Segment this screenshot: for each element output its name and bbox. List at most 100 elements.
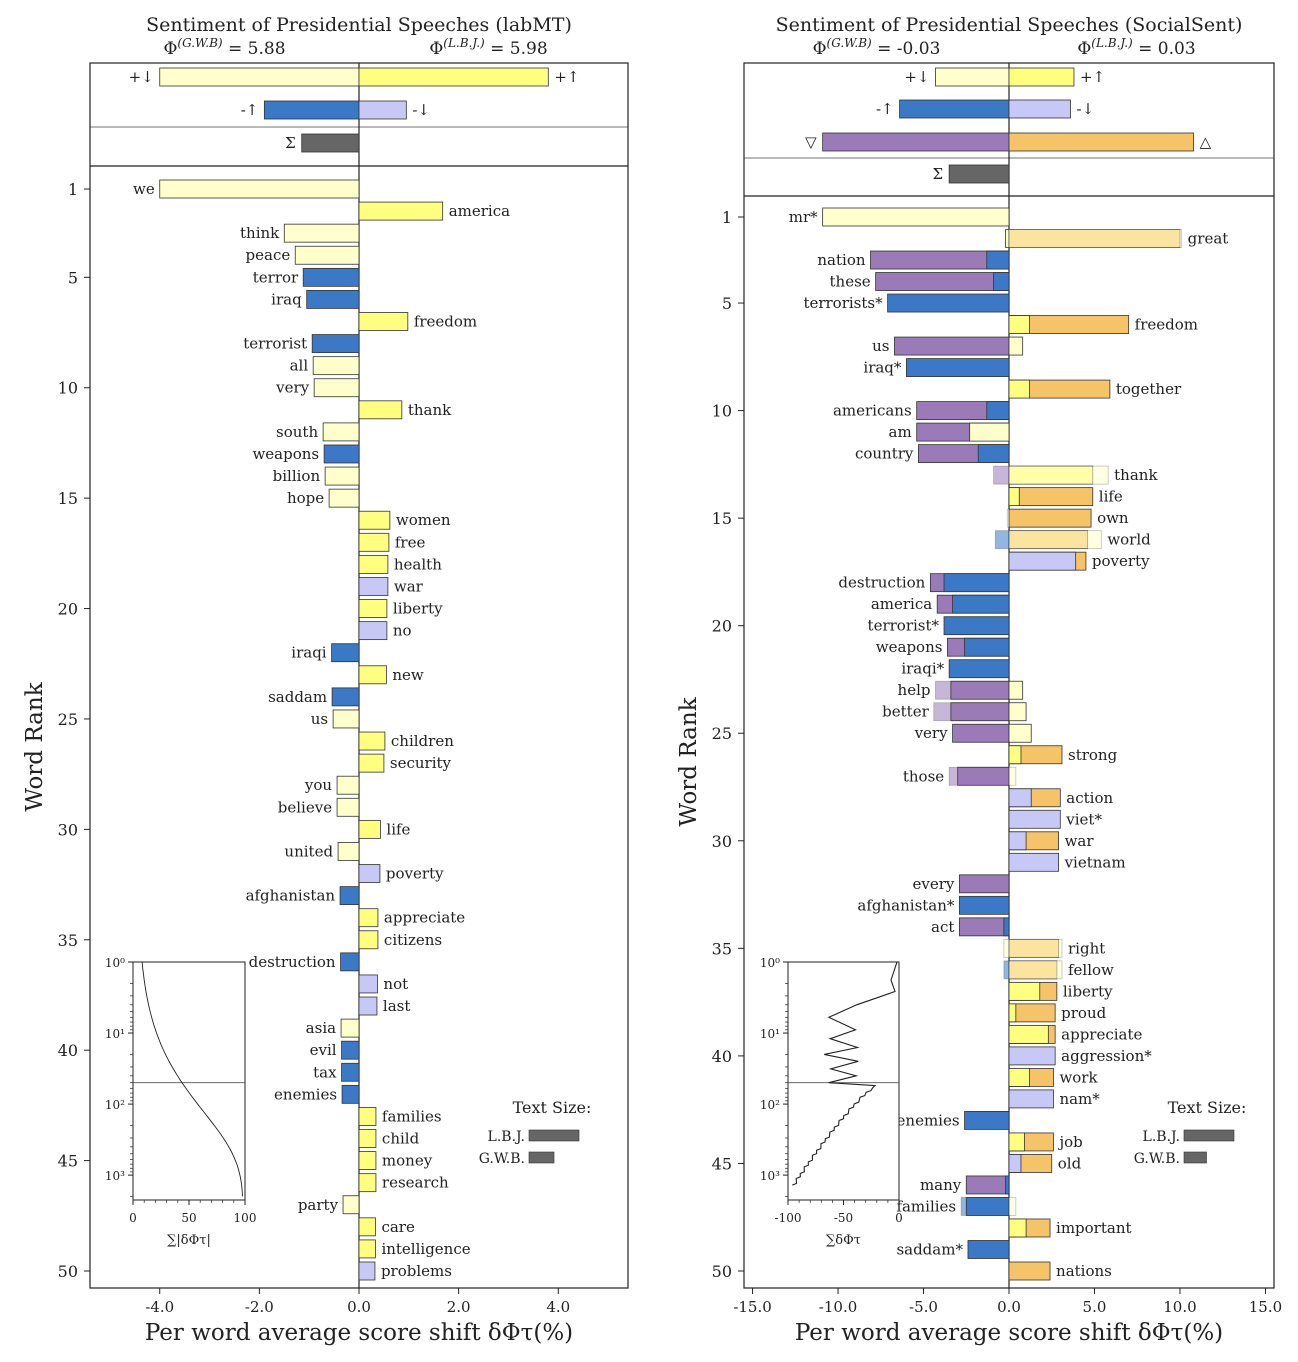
word-bar bbox=[358, 201, 444, 221]
word-bar bbox=[1008, 702, 1027, 722]
y-tick-label: 10 bbox=[712, 402, 732, 421]
x-tick-label: -15.0 bbox=[733, 1298, 771, 1316]
word-bar bbox=[887, 293, 1010, 313]
inset-x-tick-label: 100 bbox=[234, 1211, 257, 1225]
word-label: important bbox=[1056, 1219, 1131, 1237]
word-bar bbox=[331, 643, 360, 663]
word-bar bbox=[340, 952, 360, 972]
word-bar bbox=[358, 753, 385, 773]
text-size-comp-label: L.B.J. bbox=[1143, 1129, 1180, 1145]
y-axis-label: Word Rank bbox=[676, 696, 702, 826]
inset-y-tick-label: 10³ bbox=[105, 1169, 125, 1183]
text-size-ref-bar bbox=[528, 1151, 555, 1164]
word-bar bbox=[1005, 229, 1010, 248]
word-bar bbox=[312, 356, 360, 376]
y-tick-label: 35 bbox=[58, 931, 78, 950]
word-label: nations bbox=[1056, 1262, 1112, 1280]
x-tick-label: 0.0 bbox=[997, 1298, 1021, 1316]
word-label: appreciate bbox=[1061, 1025, 1142, 1043]
text-size-ref-label: G.W.B. bbox=[479, 1151, 525, 1167]
x-tick-label: 5.0 bbox=[1083, 1298, 1107, 1316]
word-label: fellow bbox=[1068, 961, 1114, 979]
word-bar bbox=[959, 874, 1010, 894]
inset-frame bbox=[132, 961, 246, 1201]
word-bar bbox=[1005, 1175, 1010, 1195]
x-tick-label: -5.0 bbox=[909, 1298, 938, 1316]
word-label: peace bbox=[246, 246, 291, 264]
word-label: life bbox=[1099, 488, 1123, 506]
word-bar bbox=[306, 290, 360, 309]
summary-bar bbox=[948, 164, 1010, 184]
y-tick-label: 45 bbox=[712, 1154, 732, 1173]
word-bar bbox=[986, 401, 1010, 420]
word-label: mr* bbox=[789, 208, 818, 226]
word-label: destruction bbox=[838, 574, 925, 592]
word-bar bbox=[1008, 1024, 1049, 1044]
word-label: all bbox=[290, 357, 309, 375]
word-bar bbox=[1008, 1068, 1030, 1087]
word-bar bbox=[964, 637, 1010, 657]
y-tick-label: 50 bbox=[58, 1262, 78, 1281]
inset-y-tick-label: 10⁰ bbox=[760, 956, 780, 970]
word-bar bbox=[358, 1217, 376, 1237]
y-tick-label: 25 bbox=[58, 710, 78, 729]
word-label: new bbox=[392, 666, 424, 684]
word-bar bbox=[950, 680, 1010, 700]
word-label: billion bbox=[273, 467, 321, 485]
y-tick-label: 40 bbox=[58, 1041, 78, 1060]
word-label: iraqi bbox=[291, 644, 327, 662]
y-tick-label: 5 bbox=[68, 268, 78, 287]
word-label: work bbox=[1059, 1068, 1098, 1086]
summary-bar-label: △ bbox=[1200, 133, 1212, 151]
word-label: very bbox=[275, 379, 310, 397]
word-bar bbox=[986, 250, 1010, 270]
word-label: evil bbox=[310, 1041, 337, 1059]
word-bar bbox=[1008, 530, 1102, 550]
inset-y-tick-label: 10² bbox=[105, 1098, 125, 1112]
word-bar bbox=[993, 272, 1010, 291]
summary-bar bbox=[263, 100, 360, 120]
word-bar bbox=[358, 599, 388, 618]
word-bar bbox=[358, 1261, 376, 1281]
word-bar bbox=[1008, 379, 1030, 399]
word-bar bbox=[358, 1107, 377, 1126]
word-label: poverty bbox=[1092, 552, 1150, 570]
word-label: right bbox=[1068, 939, 1105, 957]
word-bar bbox=[331, 687, 360, 707]
word-bar bbox=[952, 723, 1010, 743]
inset-frame bbox=[787, 961, 900, 1201]
y-tick-label: 1 bbox=[68, 180, 78, 199]
word-bar bbox=[358, 577, 389, 596]
phi-comp-label: Φ(L.B.J.) = 0.03 bbox=[1077, 36, 1195, 59]
summary-bar bbox=[1008, 132, 1195, 152]
word-bar bbox=[1008, 745, 1022, 765]
word-bar bbox=[1008, 766, 1017, 786]
word-label: nation bbox=[817, 251, 865, 269]
x-tick-label: 10.0 bbox=[1163, 1298, 1196, 1316]
text-size-ref-label: G.W.B. bbox=[1134, 1151, 1180, 1167]
word-label: world bbox=[1107, 531, 1151, 549]
word-bar bbox=[959, 917, 1010, 937]
summary-bar-label: -↑ bbox=[876, 100, 894, 118]
inset-x-label: ∑δΦτ bbox=[826, 1233, 861, 1248]
word-label: every bbox=[913, 875, 955, 893]
word-bar bbox=[906, 358, 1010, 377]
word-label: war bbox=[394, 577, 424, 595]
word-bar bbox=[358, 819, 381, 839]
summary-bar bbox=[1008, 99, 1071, 119]
y-tick-label: 45 bbox=[58, 1152, 78, 1171]
word-bar bbox=[340, 1018, 360, 1038]
word-bar bbox=[1008, 981, 1041, 1001]
word-bar bbox=[875, 272, 1010, 291]
word-bar bbox=[358, 731, 386, 751]
summary-bar-label: Σ bbox=[933, 165, 944, 183]
word-label: appreciate bbox=[384, 909, 465, 927]
word-label: life bbox=[386, 820, 410, 838]
summary-bar-label: -↓ bbox=[1077, 100, 1095, 118]
word-label: tax bbox=[313, 1063, 337, 1081]
inset-cumulative-plot: 10⁰ 10¹ 10² 10³ -100 -50 0 ∑δΦτ bbox=[760, 956, 903, 1248]
word-bar bbox=[358, 532, 390, 552]
text-size-comp-label: L.B.J. bbox=[488, 1129, 525, 1145]
word-bar bbox=[957, 766, 1010, 786]
